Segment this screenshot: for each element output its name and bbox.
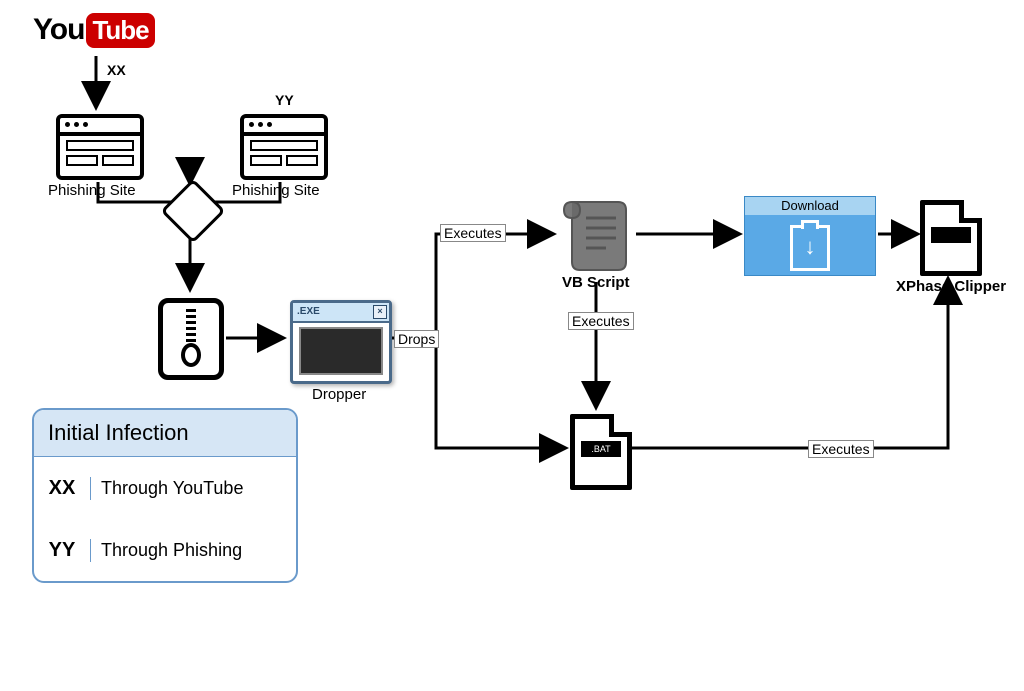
merge-gateway-icon <box>160 178 225 243</box>
dropper-label: Dropper <box>312 386 366 403</box>
vbscript-label: VB Script <box>562 274 630 291</box>
legend-table: Initial Infection XX Through YouTube YY … <box>32 408 298 583</box>
download-header: Download <box>745 197 875 215</box>
legend-row: XX Through YouTube <box>34 457 296 519</box>
download-icon: ↓ <box>790 225 830 271</box>
edge-label-executes-bat: Executes <box>568 312 634 330</box>
edge-label-executes-clipper: Executes <box>808 440 874 458</box>
dropper-exe-icon: .EXE× <box>290 300 392 384</box>
edge-label-executes-vb: Executes <box>440 224 506 242</box>
phishing-site-1-icon <box>56 114 144 180</box>
xphase-clipper-file-icon <box>920 200 982 276</box>
phishing-site-2-icon <box>240 114 328 180</box>
legend-desc: Through YouTube <box>91 478 296 499</box>
xphase-clipper-label: XPhase Clipper <box>896 278 1006 295</box>
youtube-tube: Tube <box>86 13 154 48</box>
edge-label-drops: Drops <box>394 330 439 348</box>
bat-file-icon: .BAT <box>570 414 632 490</box>
download-node: Download ↓ <box>744 196 876 276</box>
youtube-logo: You Tube <box>33 4 173 56</box>
legend-code: YY <box>34 539 91 562</box>
legend-row: YY Through Phishing <box>34 519 296 581</box>
youtube-you: You <box>33 13 84 47</box>
edge-label-xx: XX <box>104 62 129 78</box>
vbscript-icon <box>560 192 630 272</box>
legend-title: Initial Infection <box>34 410 296 457</box>
flow-arrows <box>0 0 1024 691</box>
phishing-site-2-label: Phishing Site <box>232 182 320 199</box>
zip-archive-icon <box>158 298 224 380</box>
legend-desc: Through Phishing <box>91 540 296 561</box>
edge-label-yy: YY <box>272 92 297 108</box>
phishing-site-1-label: Phishing Site <box>48 182 136 199</box>
legend-code: XX <box>34 477 91 500</box>
exe-title-text: .EXE <box>297 306 320 317</box>
